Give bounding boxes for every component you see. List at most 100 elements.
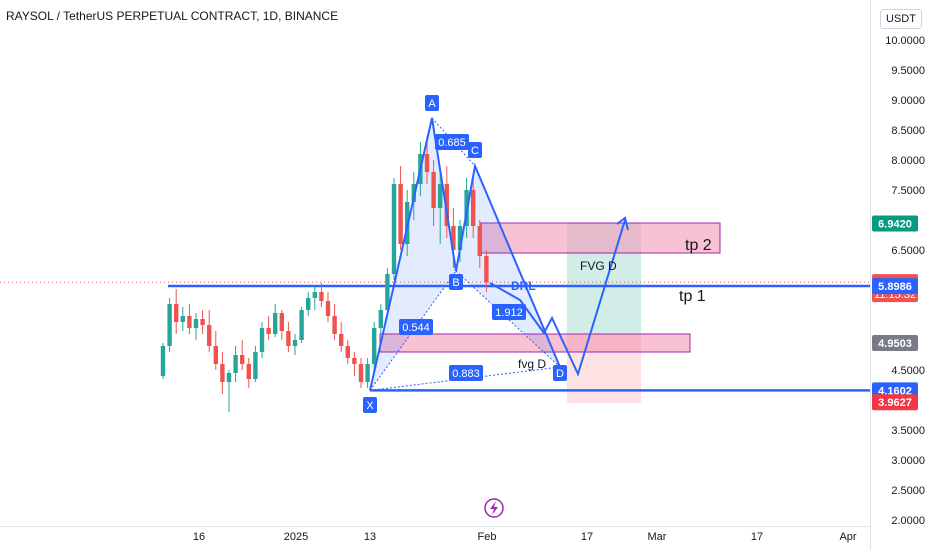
- price-badge: 5.8986: [878, 281, 912, 293]
- candle-body[interactable]: [259, 328, 265, 352]
- candle-body[interactable]: [160, 346, 166, 376]
- candle-body[interactable]: [444, 184, 449, 226]
- candle-body[interactable]: [193, 319, 199, 328]
- pattern-point-c-bg[interactable]: [468, 142, 482, 158]
- candle-body[interactable]: [266, 328, 271, 334]
- pattern-point-x: X: [366, 400, 374, 412]
- candle-body[interactable]: [233, 355, 238, 373]
- candle-body[interactable]: [411, 184, 416, 202]
- candle-body[interactable]: [279, 313, 284, 331]
- candle-body[interactable]: [438, 184, 443, 208]
- ratio-xb-label-bg[interactable]: [435, 134, 469, 150]
- ratio-bd-label-bg[interactable]: [492, 304, 526, 320]
- y-tick-label: 9.0000: [891, 95, 925, 107]
- candle-body[interactable]: [365, 364, 370, 382]
- tp2-zone[interactable]: [480, 222, 721, 254]
- candle-body[interactable]: [332, 316, 337, 334]
- candle-body[interactable]: [477, 226, 482, 256]
- candle-body[interactable]: [378, 310, 383, 328]
- candle-body[interactable]: [372, 328, 377, 364]
- candle-body[interactable]: [471, 190, 476, 226]
- y-tick-label: 9.5000: [891, 65, 925, 77]
- ratio-xb-label: 0.685: [438, 137, 466, 149]
- candle-body[interactable]: [174, 304, 179, 322]
- pattern-bd-diagonal: [455, 270, 561, 368]
- currency-selector[interactable]: USDT: [880, 9, 922, 29]
- candle-body[interactable]: [306, 298, 311, 310]
- candle-body[interactable]: [187, 316, 192, 328]
- pattern-point-x-bg[interactable]: [363, 397, 377, 413]
- candle-body[interactable]: [246, 364, 251, 379]
- candle-body[interactable]: [299, 310, 304, 340]
- candle-body[interactable]: [273, 313, 278, 334]
- candle-body[interactable]: [325, 301, 331, 316]
- candle-body[interactable]: [424, 154, 430, 172]
- price-badge-bg: [872, 215, 918, 232]
- pattern-bcd-fill: [456, 166, 560, 367]
- y-tick-label: 3.0000: [891, 455, 925, 467]
- x-tick-label: 17: [581, 531, 593, 543]
- price-badge: 3.9627: [878, 397, 912, 409]
- candle-body[interactable]: [385, 274, 390, 310]
- pattern-point-d: D: [556, 368, 564, 380]
- candle-body[interactable]: [253, 352, 258, 379]
- price-badge-bg: [872, 278, 918, 295]
- candle-body[interactable]: [431, 172, 436, 208]
- time-axis-divider: [0, 526, 870, 527]
- candle-body[interactable]: [398, 184, 403, 244]
- ratio-xd-label-bg[interactable]: [449, 365, 483, 381]
- ratio-xd-label: 0.883: [452, 368, 480, 380]
- x-tick-label: 17: [751, 531, 763, 543]
- y-tick-label: 3.5000: [891, 425, 925, 437]
- candle-body[interactable]: [312, 292, 317, 298]
- pattern-point-a: A: [428, 98, 436, 110]
- candle-body[interactable]: [220, 364, 225, 382]
- price-badge: 4.9503: [878, 338, 912, 350]
- candle-body[interactable]: [207, 325, 212, 346]
- tp2-label: tp 2: [685, 237, 712, 254]
- candle-body[interactable]: [180, 316, 185, 322]
- x-tick-label: Apr: [839, 531, 856, 543]
- pattern-point-c: C: [471, 145, 479, 157]
- ratio-ac-label: 0.544: [402, 322, 430, 334]
- tp1-label: tp 1: [679, 288, 706, 305]
- candle-body[interactable]: [240, 355, 245, 364]
- pattern-point-b: B: [452, 277, 459, 289]
- candle-body[interactable]: [200, 319, 205, 325]
- candle-body[interactable]: [352, 358, 357, 364]
- candle-body[interactable]: [451, 226, 456, 250]
- y-tick-label: 2.0000: [891, 515, 925, 527]
- drl-label: DRL: [511, 279, 536, 293]
- y-tick-label: 6.5000: [891, 245, 925, 257]
- price-badge: 6.9420: [878, 218, 912, 230]
- candle-body[interactable]: [457, 226, 463, 250]
- pattern-point-b-bg[interactable]: [449, 274, 463, 290]
- fvg-upper-label: FVG D: [580, 259, 617, 273]
- candle-body[interactable]: [167, 304, 172, 346]
- candle-body[interactable]: [484, 256, 489, 283]
- projected-path-line[interactable]: [489, 219, 626, 377]
- chart-title: RAYSOL / TetherUS PERPETUAL CONTRACT, 1D…: [6, 9, 339, 23]
- candle-body[interactable]: [358, 364, 364, 382]
- x-tick-label: 13: [364, 531, 376, 543]
- y-tick-label: 7.5000: [891, 185, 925, 197]
- candle-body[interactable]: [391, 184, 397, 274]
- pattern-point-a-bg[interactable]: [425, 95, 439, 111]
- candle-body[interactable]: [319, 292, 324, 301]
- fvg-lower-label: fvg D: [518, 357, 546, 371]
- projected-path-arrowhead: [616, 216, 629, 231]
- y-tick-label: 8.0000: [891, 155, 925, 167]
- ratio-ac-label-bg[interactable]: [399, 319, 433, 335]
- candle-body[interactable]: [345, 346, 350, 358]
- candle-body[interactable]: [286, 331, 291, 346]
- candle-body[interactable]: [339, 334, 344, 346]
- candle-body[interactable]: [213, 346, 218, 364]
- pattern-point-d-bg[interactable]: [553, 365, 567, 381]
- ratio-bd-label: 1.912: [495, 307, 523, 319]
- candle-body[interactable]: [292, 340, 298, 346]
- price-badge-bg: [872, 334, 918, 351]
- y-tick-label: 8.5000: [891, 125, 925, 137]
- candle-body[interactable]: [226, 373, 232, 382]
- x-tick-label: Mar: [648, 531, 667, 543]
